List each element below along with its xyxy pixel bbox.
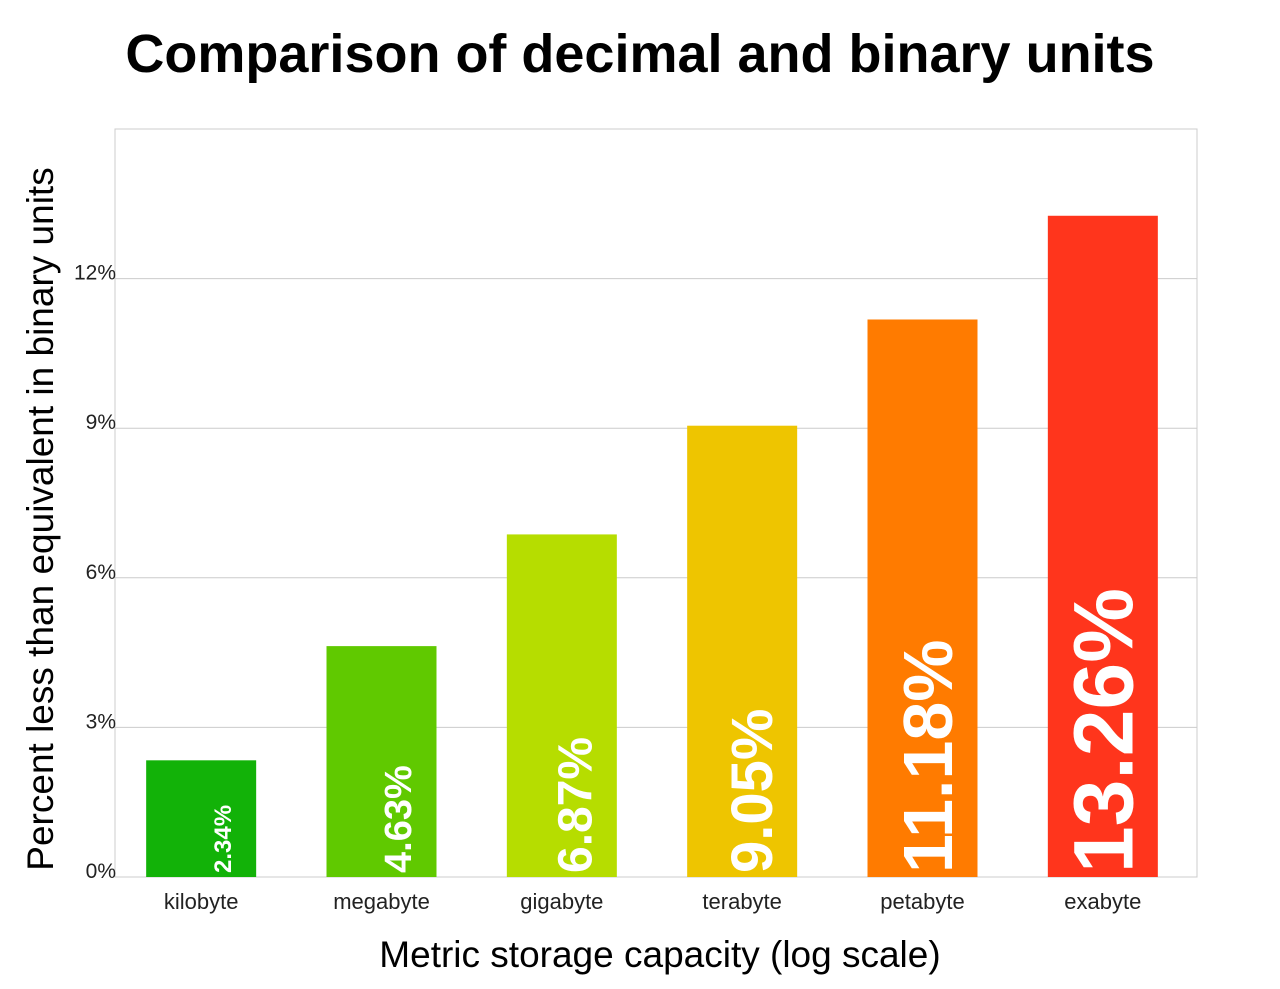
bar-gigabyte: [506, 534, 617, 877]
y-tick-label: 0%: [86, 860, 116, 883]
bar-exabyte: [1047, 215, 1158, 877]
x-tick-label: terabyte: [702, 889, 782, 914]
grid-lines: [115, 278, 1197, 728]
y-axis-ticks: 0% 3% 6% 9% 12%: [74, 262, 116, 883]
x-tick-label: gigabyte: [520, 889, 603, 914]
bar-value-label: 9.05%: [720, 709, 785, 873]
x-tick-label: megabyte: [333, 889, 430, 914]
bar-megabyte: [326, 646, 437, 877]
x-axis-label: Metric storage capacity (log scale): [379, 934, 940, 975]
y-tick-label: 3%: [86, 710, 116, 733]
y-tick-label: 12%: [74, 262, 116, 285]
chart-title: Comparison of decimal and binary units: [125, 24, 1154, 84]
y-axis-label: Percent less than equivalent in binary u…: [20, 167, 61, 870]
plot-frame: [114, 128, 1198, 878]
bar-value-label: 13.26%: [1057, 588, 1151, 873]
y-tick-label: 9%: [86, 411, 116, 434]
bar-petabyte: [867, 319, 978, 877]
x-tick-label: kilobyte: [164, 889, 239, 914]
bar-terabyte: [687, 425, 798, 877]
bar-value-label: 6.87%: [550, 737, 603, 873]
x-axis-ticks: kilobyte megabyte gigabyte terabyte petabyte…: [164, 889, 1141, 914]
x-tick-label: petabyte: [880, 889, 964, 914]
bar-value-label: 2.34%: [210, 805, 237, 873]
bar-kilobyte: [146, 760, 257, 877]
x-tick-label: exabyte: [1064, 889, 1141, 914]
bars: 2.34% 4.63% 6.87% 9.05% 11.18% 13.26%: [146, 215, 1158, 877]
bar-value-label: 4.63%: [378, 765, 420, 873]
y-tick-label: 6%: [86, 561, 116, 584]
bar-value-label: 11.18%: [889, 639, 967, 873]
